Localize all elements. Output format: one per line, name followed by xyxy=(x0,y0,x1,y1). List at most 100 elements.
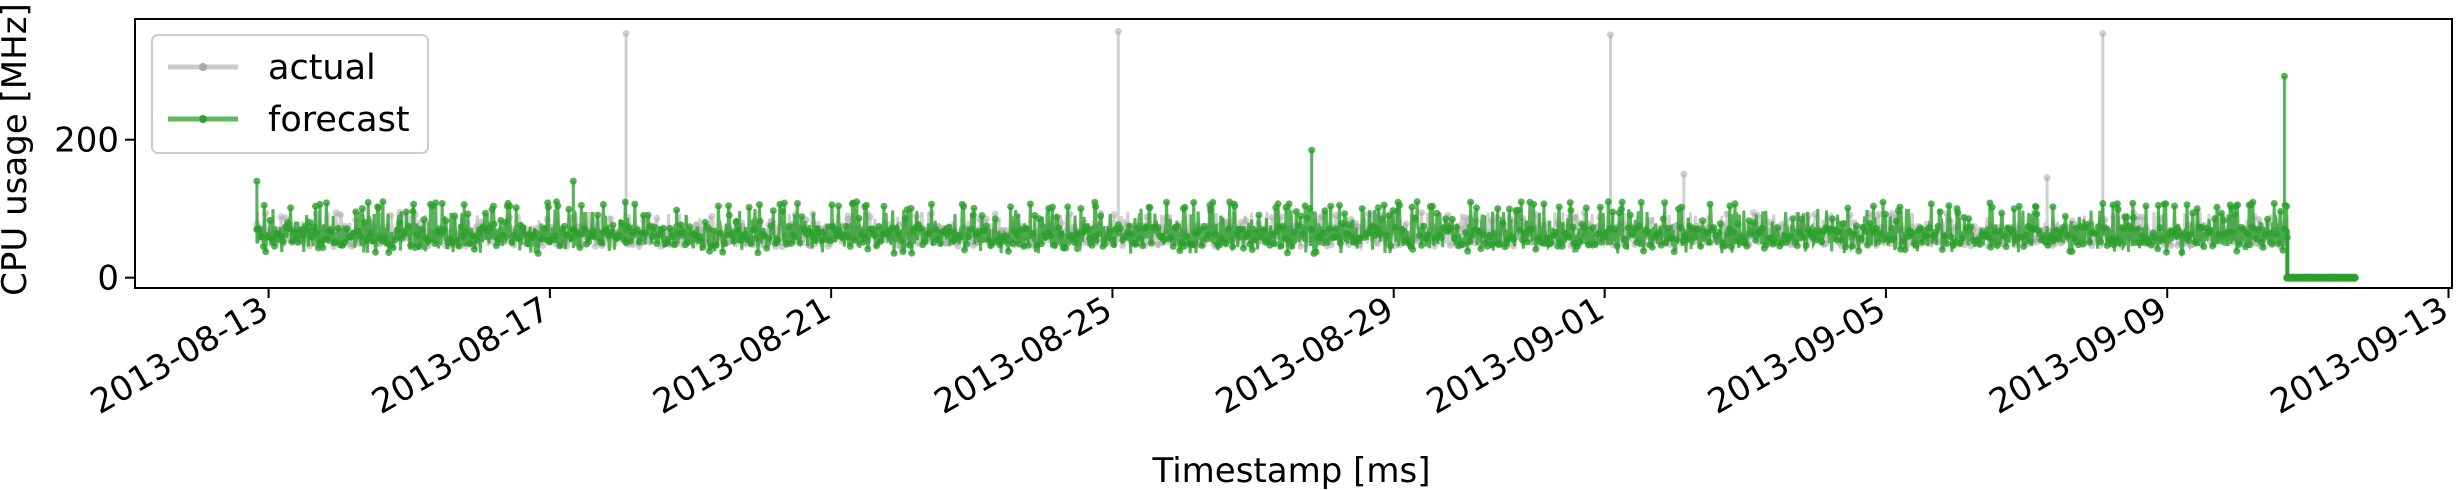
data-point-forecast xyxy=(1800,233,1808,241)
data-point-forecast xyxy=(2083,221,2091,229)
data-point-forecast xyxy=(728,231,735,239)
data-point-forecast xyxy=(1092,203,1100,211)
data-point-forecast xyxy=(1848,242,1856,250)
data-point-forecast xyxy=(2280,72,2288,80)
data-point-forecast xyxy=(2079,240,2087,248)
data-point-forecast xyxy=(1877,230,1885,238)
data-point-forecast xyxy=(1244,230,1252,238)
data-point-forecast xyxy=(1154,224,1162,232)
data-point-forecast xyxy=(2097,238,2105,246)
data-point-forecast xyxy=(400,228,408,236)
data-point-forecast xyxy=(1048,203,1056,211)
data-point-forecast xyxy=(1633,238,1641,246)
data-point-forecast xyxy=(2094,223,2102,231)
data-point-forecast xyxy=(1136,235,1144,243)
data-point-forecast xyxy=(1209,198,1217,206)
data-point-forecast xyxy=(627,237,634,245)
data-point-forecast xyxy=(2174,225,2181,232)
data-point-forecast xyxy=(364,199,372,206)
data-point-forecast xyxy=(2211,215,2219,223)
data-point-forecast xyxy=(609,221,617,229)
data-point-forecast xyxy=(717,229,724,237)
data-point-forecast xyxy=(1106,228,1113,236)
data-point-forecast xyxy=(2068,248,2076,255)
data-point-forecast xyxy=(703,223,711,231)
data-point-forecast xyxy=(1499,220,1507,227)
data-point-forecast xyxy=(466,240,474,248)
data-point-forecast xyxy=(1146,204,1154,212)
data-point-forecast xyxy=(1464,247,1472,255)
data-point-forecast xyxy=(2000,232,2008,240)
data-point-forecast xyxy=(1932,228,1940,236)
data-point-forecast xyxy=(642,229,650,237)
data-point-forecast xyxy=(1837,236,1845,244)
data-point-forecast xyxy=(1721,242,1729,250)
data-point-forecast xyxy=(1802,242,1810,249)
data-point-forecast xyxy=(2044,241,2052,249)
data-point-forecast xyxy=(279,238,287,246)
data-point-forecast xyxy=(1433,209,1441,217)
data-point-forecast xyxy=(1864,241,1872,249)
data-point-forecast xyxy=(405,222,412,230)
data-point-forecast xyxy=(1077,205,1085,212)
data-point-forecast xyxy=(787,240,795,247)
data-point-forecast xyxy=(508,239,516,246)
data-point-forecast xyxy=(969,211,977,219)
data-point-forecast xyxy=(725,211,733,219)
data-point-actual xyxy=(1119,242,1127,249)
data-point-forecast xyxy=(1919,238,1927,246)
data-point-forecast xyxy=(589,228,597,236)
data-point-forecast xyxy=(870,231,878,239)
data-point-forecast xyxy=(1540,200,1548,208)
data-point-forecast xyxy=(457,223,465,231)
data-point-forecast xyxy=(2235,241,2243,248)
series-line-forecast-tail xyxy=(2285,229,2355,280)
data-point-forecast xyxy=(679,229,687,237)
data-point-forecast xyxy=(1787,232,1795,240)
data-point-forecast xyxy=(2255,225,2263,233)
data-point-forecast xyxy=(2032,203,2040,211)
data-point-forecast xyxy=(1629,230,1636,238)
data-point-forecast xyxy=(1840,220,1847,227)
data-point-forecast xyxy=(1552,229,1560,236)
data-point-forecast xyxy=(2134,225,2142,233)
data-point-forecast xyxy=(1257,233,1265,241)
data-point-actual xyxy=(336,211,344,219)
data-point-forecast xyxy=(842,222,850,230)
data-point-forecast xyxy=(2116,237,2124,245)
data-point-forecast xyxy=(1730,228,1738,236)
data-point-forecast xyxy=(2123,213,2131,221)
data-point-forecast xyxy=(1420,222,1428,230)
data-point-actual xyxy=(607,215,615,223)
data-point-forecast xyxy=(631,200,639,208)
data-point-forecast xyxy=(1798,215,1806,223)
data-point-forecast xyxy=(440,226,448,234)
legend: actual forecast xyxy=(151,34,429,154)
data-point-forecast xyxy=(756,217,764,225)
data-point-forecast xyxy=(1870,202,1877,210)
data-point-forecast xyxy=(734,227,742,235)
data-point-forecast xyxy=(2154,201,2162,209)
data-point-forecast xyxy=(2215,230,2223,238)
data-point-forecast xyxy=(266,216,274,224)
data-point-forecast xyxy=(908,249,916,257)
data-point-forecast xyxy=(1677,223,1685,231)
legend-entry-forecast: forecast xyxy=(268,100,410,140)
data-point-forecast xyxy=(794,200,801,207)
data-point-forecast xyxy=(1332,225,1340,233)
data-point-forecast xyxy=(1035,215,1043,223)
data-point-actual xyxy=(1268,214,1276,221)
data-point-forecast xyxy=(1259,226,1267,234)
data-point-forecast xyxy=(791,233,799,241)
data-point-forecast xyxy=(2259,243,2267,251)
data-point-forecast xyxy=(1084,225,1091,233)
data-point-forecast xyxy=(769,207,777,215)
data-point-actual xyxy=(622,30,630,37)
data-point-forecast xyxy=(1879,198,1887,206)
data-point-forecast xyxy=(2049,203,2057,211)
data-point-forecast xyxy=(432,199,440,207)
data-point-forecast xyxy=(1279,222,1287,230)
data-point-forecast xyxy=(599,201,607,208)
data-point-forecast xyxy=(1855,247,1863,255)
data-point-forecast xyxy=(798,213,806,221)
